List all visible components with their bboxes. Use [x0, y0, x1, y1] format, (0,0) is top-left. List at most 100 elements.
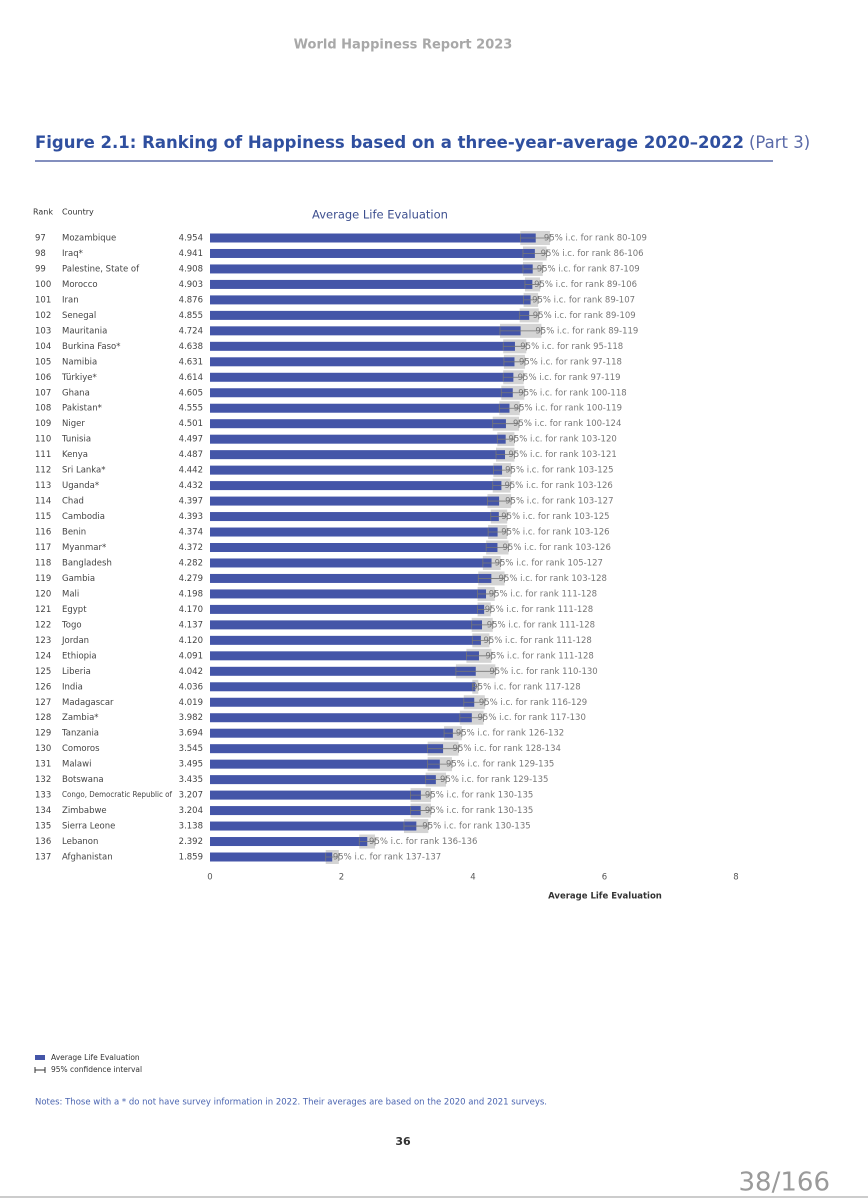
confidence-whisker: [487, 497, 512, 506]
bar: [210, 372, 514, 382]
legend-label: 95% confidence interval: [51, 1065, 142, 1074]
bar: [210, 388, 513, 398]
country: Senegal: [62, 311, 96, 321]
rank: 113: [35, 481, 51, 491]
x-tick-label: 4: [470, 873, 475, 883]
confidence-whisker: [477, 589, 496, 598]
country: Zambia*: [62, 713, 99, 723]
country: Bangladesh: [62, 558, 112, 568]
confidence-whisker: [495, 450, 515, 459]
rank: 136: [35, 837, 51, 847]
bar: [210, 543, 498, 552]
country: Sri Lanka*: [62, 466, 106, 476]
bar: [210, 465, 503, 475]
rank-header: Rank: [33, 208, 53, 217]
ci-label: 95% i.c. for rank 100-119: [514, 404, 622, 414]
value-label: 3.138: [179, 822, 203, 832]
value-label: 4.855: [179, 311, 203, 321]
value-label: 4.605: [179, 388, 203, 398]
ci-label: 95% i.c. for rank 103-125: [501, 512, 609, 522]
value-label: 4.170: [179, 605, 203, 615]
rank: 115: [35, 512, 51, 522]
bar: [210, 666, 476, 676]
ci-label: 95% i.c. for rank 129-135: [440, 775, 548, 785]
country: Morocco: [62, 280, 98, 290]
bar: [210, 573, 492, 583]
value-label: 4.036: [179, 682, 203, 692]
rank: 137: [35, 853, 51, 863]
rank: 130: [35, 744, 51, 754]
confidence-whisker: [522, 264, 544, 273]
confidence-whisker: [492, 419, 520, 428]
value-label: 4.501: [179, 419, 203, 429]
confidence-whisker: [471, 620, 494, 629]
value-label: 3.435: [179, 775, 203, 785]
value-label: 3.495: [179, 760, 203, 770]
value-label: 4.903: [179, 280, 203, 290]
ci-label: 95% i.c. for rank 103-120: [508, 435, 616, 445]
confidence-whisker: [519, 234, 551, 242]
ci-label: 95% i.c. for rank 89-119: [535, 326, 638, 336]
bar: [210, 341, 515, 351]
rank: 121: [35, 605, 51, 615]
rank: 101: [35, 295, 51, 305]
country: Türkiye*: [61, 373, 97, 383]
country: Lebanon: [62, 837, 98, 847]
bar: [210, 279, 533, 289]
value-label: 4.198: [179, 589, 203, 599]
value-label: 4.497: [179, 435, 203, 445]
rank: 122: [35, 620, 51, 630]
rank: 108: [35, 404, 51, 414]
ci-label: 95% i.c. for rank 103-121: [508, 450, 616, 460]
bar: [210, 512, 499, 522]
ci-label: 95% i.c. for rank 97-118: [519, 357, 622, 367]
country: Iran: [62, 295, 79, 305]
country: Cambodia: [62, 512, 105, 522]
ci-label: 95% i.c. for rank 87-109: [537, 264, 640, 274]
figure-title: Figure 2.1: Ranking of Happiness based o…: [35, 133, 810, 152]
ci-label: 95% i.c. for rank 80-109: [544, 234, 647, 244]
bar: [210, 419, 506, 429]
confidence-whisker: [523, 295, 539, 304]
bar: [210, 682, 476, 692]
value-label: 4.941: [179, 249, 203, 259]
legend-swatch: [35, 1055, 45, 1060]
country: Niger: [62, 419, 85, 429]
value-label: 4.091: [179, 651, 203, 661]
ci-label: 95% i.c. for rank 89-109: [533, 311, 636, 321]
ci-label: 95% i.c. for rank 111-128: [485, 605, 593, 615]
bar: [210, 604, 485, 614]
confidence-whisker: [455, 667, 496, 676]
rank: 110: [35, 435, 51, 445]
x-tick-label: 0: [207, 873, 212, 883]
confidence-whisker: [427, 744, 459, 753]
bar: [210, 481, 502, 491]
country: Myanmar*: [62, 543, 106, 553]
value-label: 4.279: [179, 574, 203, 584]
value-label: 3.982: [179, 713, 203, 723]
country: Uganda*: [62, 481, 99, 491]
bar: [210, 852, 333, 862]
rank: 105: [35, 357, 51, 367]
rank: 117: [35, 543, 51, 553]
rank: 132: [35, 775, 51, 785]
ci-label: 95% i.c. for rank 97-119: [518, 373, 621, 383]
ci-label: 95% i.c. for rank 111-128: [489, 589, 597, 599]
ci-label: 95% i.c. for rank 100-118: [518, 388, 626, 398]
rank: 119: [35, 574, 51, 584]
rank: 102: [35, 311, 51, 321]
country: Botswana: [62, 775, 104, 785]
value-label: 4.282: [179, 558, 203, 568]
value-label: 4.120: [179, 636, 203, 646]
country: Ethiopia: [62, 651, 97, 661]
confidence-whisker: [487, 528, 508, 537]
rank: 103: [35, 326, 51, 336]
country: Ghana: [62, 388, 90, 398]
confidence-whisker: [325, 853, 340, 861]
country: Mozambique: [62, 234, 116, 244]
confidence-whisker: [485, 543, 509, 552]
confidence-whisker: [499, 326, 542, 335]
confidence-whisker: [471, 636, 490, 645]
bar: [210, 403, 510, 413]
